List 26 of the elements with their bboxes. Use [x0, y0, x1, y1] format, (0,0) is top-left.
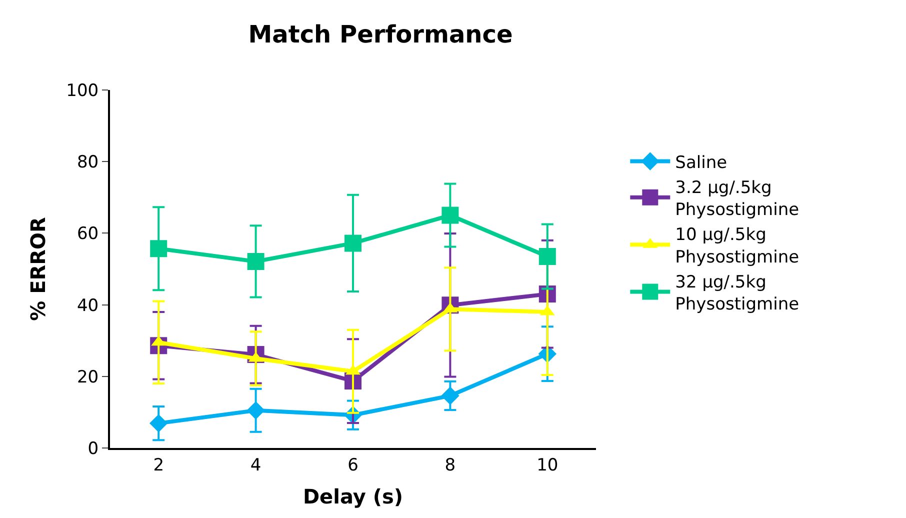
y-tick-label: 60 — [76, 224, 99, 244]
y-tick-label: 0 — [88, 438, 99, 459]
point — [442, 206, 459, 224]
x-tick-label: 2 — [153, 455, 164, 476]
x-tick-label: 6 — [348, 455, 358, 476]
chart-title: Match Performance — [248, 20, 513, 49]
x-tick-label: 4 — [250, 455, 262, 476]
y-tick-label: 80 — [76, 152, 99, 173]
point — [150, 240, 168, 258]
point — [246, 401, 265, 420]
x-axis-title: Delay (s) — [302, 484, 404, 508]
legend-label: Saline — [675, 152, 728, 173]
point — [344, 234, 362, 252]
x-tick-label: 10 — [536, 455, 558, 476]
y-axis-title: % ERROR — [26, 217, 50, 321]
y-tick-label: 40 — [76, 296, 99, 316]
y-tick-label: 100 — [66, 80, 99, 101]
legend-label: 3.2 µg/.5kg Physostigmine — [675, 178, 800, 220]
x-tick-label: 8 — [444, 455, 456, 476]
point — [247, 252, 264, 270]
point — [150, 414, 168, 432]
point — [441, 386, 460, 405]
point — [538, 248, 556, 265]
legend-label: 32 µg/.5kg Physostigmine — [675, 272, 800, 314]
legend-label: 10 µg/.5kg Physostigmine — [675, 225, 800, 268]
y-tick-label: 20 — [76, 367, 99, 388]
